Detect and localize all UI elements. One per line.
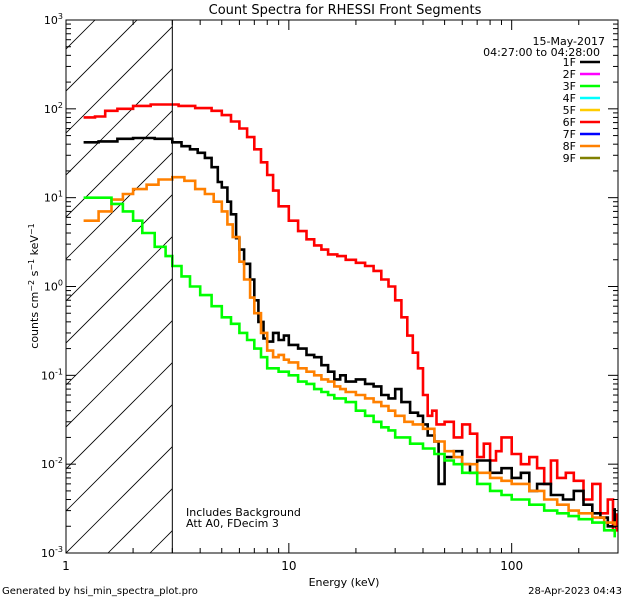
y-tick-label-base: 10 [41, 458, 55, 471]
x-tick-label: 10 [281, 559, 296, 573]
y-label-exp2: −1 [27, 259, 36, 271]
legend-label-8F: 8F [563, 140, 576, 153]
legend-label-9F: 9F [563, 152, 576, 165]
hatch-line [360, 0, 640, 553]
y-tick-label-base: 10 [41, 369, 55, 382]
footer-generated-by: Generated by hsi_min_spectra_plot.pro [2, 586, 198, 597]
series-line-1F [83, 136, 616, 528]
hatch-line [66, 446, 173, 553]
chart-title: Count Spectra for RHESSI Front Segments [209, 3, 482, 18]
y-label-exp1: −2 [27, 280, 36, 292]
y-tick-label: 103 [44, 12, 63, 27]
legend-label-5F: 5F [563, 104, 576, 117]
y-tick-label: 101 [44, 190, 63, 205]
y-tick-label: 10-2 [41, 456, 63, 471]
legend-label-4F: 4F [563, 92, 576, 105]
y-tick-label-exponent: 1 [58, 190, 63, 199]
hatch-line [66, 236, 173, 344]
y-tick-label-exponent: -2 [55, 456, 63, 465]
y-tick-label-exponent: 0 [58, 279, 63, 288]
y-label-counts: counts cm [28, 292, 41, 349]
time-range-annotation: 04:27:00 to 04:28:00 [483, 46, 600, 59]
hatch-line [276, 0, 640, 553]
y-tick-label-exponent: 2 [58, 101, 63, 110]
y-label-s: s [28, 270, 41, 279]
legend-label-1F: 1F [563, 56, 576, 69]
note-attenuator: Att A0, FDecim 3 [186, 517, 279, 530]
hatch-line [66, 194, 173, 302]
series-line-6F [83, 103, 618, 532]
legend-label-3F: 3F [563, 80, 576, 93]
series-line-8F [83, 175, 616, 527]
legend-label-7F: 7F [563, 128, 576, 141]
hatch-line [66, 20, 138, 92]
hatch-line [66, 20, 96, 50]
hatch-line [66, 320, 173, 428]
hatch-line [612, 0, 640, 553]
y-tick-label-base: 10 [44, 192, 58, 205]
hatch-line [66, 152, 173, 260]
plot-frame [65, 19, 619, 554]
hatch-line [234, 0, 640, 553]
y-tick-label-base: 10 [44, 281, 58, 294]
y-tick-label-exponent: -3 [55, 545, 63, 554]
hatch-line [66, 26, 173, 134]
legend-label-6F: 6F [563, 116, 576, 129]
series-lines [83, 103, 618, 538]
y-tick-label: 100 [44, 279, 63, 294]
y-tick-label-base: 10 [41, 547, 55, 560]
y-tick-label-base: 10 [44, 103, 58, 116]
y-tick-label-exponent: -1 [55, 367, 63, 376]
hatch-line [318, 0, 640, 553]
hatch-line [66, 362, 173, 470]
excluded-region-hatch [66, 0, 640, 553]
date-annotation: 15-May-2017 [533, 35, 605, 48]
y-tick-label-base: 10 [44, 14, 58, 27]
y-tick-label: 10-1 [41, 367, 63, 382]
x-axis-label: Energy (keV) [309, 576, 380, 589]
y-axis-label: counts cm−2 s−1 keV−1 [27, 223, 41, 348]
y-tick-label-exponent: 3 [58, 12, 63, 21]
y-label-exp3: −1 [27, 223, 36, 235]
y-tick-label: 10-3 [41, 545, 63, 560]
series-line-3F [83, 196, 616, 538]
x-tick-label: 100 [500, 559, 523, 573]
y-tick-label: 102 [44, 101, 63, 116]
legend-label-2F: 2F [563, 68, 576, 81]
hatch-line [444, 0, 640, 553]
x-tick-label: 1 [62, 559, 70, 573]
y-label-kev: keV [28, 235, 41, 259]
note-includes-background: Includes Background [186, 506, 301, 519]
hatch-line [66, 404, 173, 512]
hatch-line [570, 0, 640, 553]
footer-timestamp: 28-Apr-2023 04:43 [528, 586, 622, 597]
